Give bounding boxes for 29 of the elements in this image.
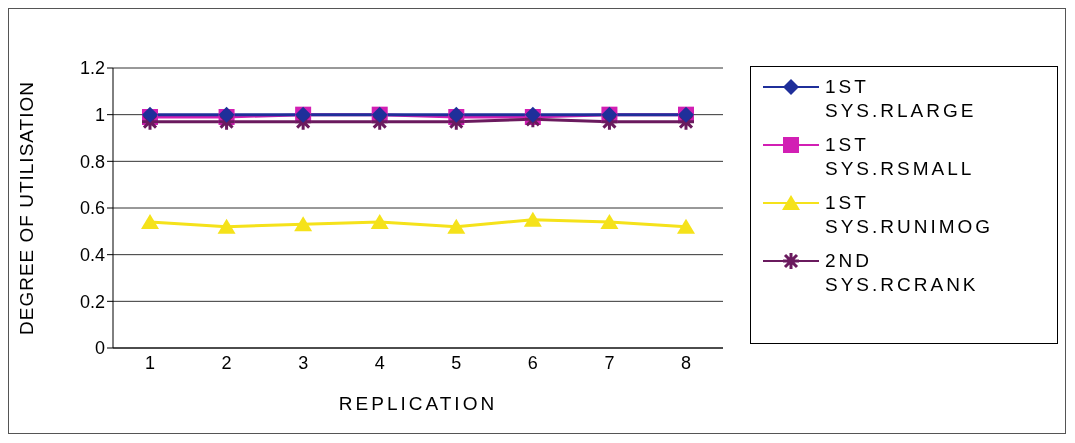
point xyxy=(294,216,313,232)
y-tick-label: 0.2 xyxy=(79,291,105,312)
point xyxy=(600,214,619,229)
point xyxy=(217,218,236,234)
y-tick-label: 1 xyxy=(94,105,105,126)
point xyxy=(447,218,466,234)
y-tick-label: 0 xyxy=(94,338,105,359)
legend-label: 2ND SYS.RCRANK xyxy=(825,249,980,297)
y-tick-label: 0.6 xyxy=(79,198,105,219)
y-tick-label: 0.4 xyxy=(79,245,105,266)
x-axis-title: REPLICATION xyxy=(338,393,498,414)
x-tick-label: 4 xyxy=(374,352,385,373)
point xyxy=(523,211,542,227)
point xyxy=(677,218,695,234)
legend-label: 1ST SYS.RUNIMOG xyxy=(825,191,995,239)
x-tick-label: 1 xyxy=(144,352,156,373)
y-axis-title: DEGREE OF UTILISATION xyxy=(15,81,37,335)
x-tick-label: 8 xyxy=(680,352,692,373)
legend-label: 1ST SYS.RLARGE xyxy=(825,75,978,123)
point xyxy=(141,214,159,229)
y-tick-label: 1.2 xyxy=(79,58,105,79)
x-tick-label: 3 xyxy=(298,352,309,373)
x-tick-label: 7 xyxy=(604,352,615,373)
legend-label: 1ST SYS.RSMALL xyxy=(825,133,976,181)
x-tick-label: 5 xyxy=(451,352,462,373)
x-tick-label: 2 xyxy=(221,352,232,373)
point xyxy=(370,214,389,229)
y-tick-label: 0.8 xyxy=(79,151,105,172)
x-tick-label: 6 xyxy=(527,352,538,373)
